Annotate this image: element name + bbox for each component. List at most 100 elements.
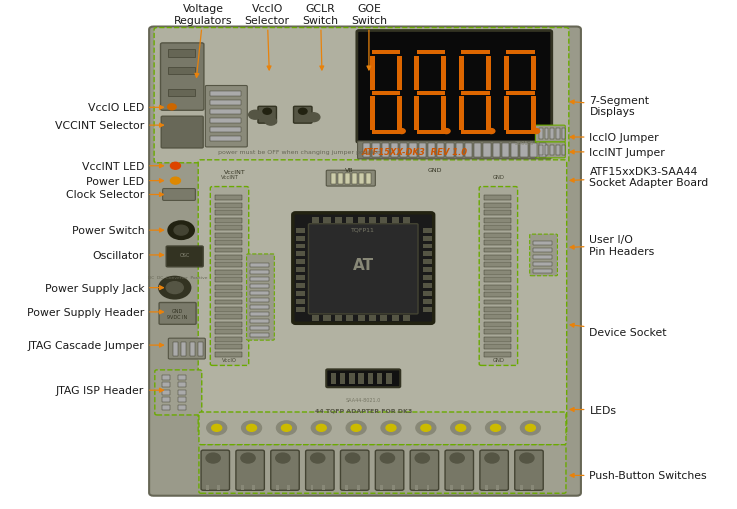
Bar [250,298,268,302]
FancyBboxPatch shape [480,450,509,490]
FancyBboxPatch shape [247,254,274,341]
Bar [551,129,554,140]
FancyBboxPatch shape [198,160,567,435]
Text: Power LED: Power LED [86,176,164,186]
Bar [178,382,186,387]
Bar [380,217,388,223]
Bar [368,374,373,384]
Bar [423,244,432,249]
Bar [358,374,364,384]
Bar [215,204,242,209]
Text: AT: AT [353,258,374,273]
Circle shape [248,111,262,120]
Bar [391,315,399,321]
Bar [484,270,511,275]
Circle shape [520,421,540,435]
FancyBboxPatch shape [149,27,581,496]
Bar [545,146,548,156]
Text: Oscillator: Oscillator [93,250,164,261]
Bar [215,263,242,268]
Bar [484,226,511,231]
Bar [484,322,511,327]
Bar [539,129,542,140]
Bar [556,129,559,140]
Text: Power Supply Jack: Power Supply Jack [44,283,164,293]
FancyBboxPatch shape [293,107,312,124]
Bar [551,146,554,156]
Bar [215,315,242,320]
Text: ATF15xxDK3-SAA44
Socket Adapter Board: ATF15xxDK3-SAA44 Socket Adapter Board [570,166,709,188]
Circle shape [380,453,394,463]
Bar [217,486,220,490]
FancyBboxPatch shape [535,143,565,158]
Circle shape [276,421,296,435]
Bar [484,204,511,209]
Bar [423,252,432,257]
Bar [287,486,290,490]
Bar [178,398,186,402]
Bar [357,486,360,490]
Text: 2005.8: 2005.8 [514,141,534,146]
Bar [531,97,536,131]
Bar [215,270,242,275]
Text: 9VDC IN: 9VDC IN [167,314,188,319]
Bar [167,90,195,97]
Bar [296,260,305,265]
Bar [346,486,349,490]
Text: IccINT Jumper: IccINT Jumper [570,148,666,158]
Bar [461,51,490,55]
Bar [276,486,279,490]
Bar [484,300,511,305]
Circle shape [485,453,499,463]
Bar [310,486,313,490]
Text: SAA44-8021.0: SAA44-8021.0 [346,398,381,402]
Bar [533,256,553,260]
Text: Power Switch: Power Switch [71,225,164,236]
Bar [533,262,553,266]
Bar [484,248,511,253]
Circle shape [346,421,366,435]
Circle shape [307,114,320,123]
Bar [416,130,445,134]
Bar [162,382,170,387]
Bar [484,337,511,342]
Bar [335,217,342,223]
FancyBboxPatch shape [168,338,206,359]
Bar [397,97,402,131]
Bar [371,130,400,134]
Bar [172,343,178,356]
FancyBboxPatch shape [161,44,204,111]
FancyBboxPatch shape [201,450,229,490]
Bar [369,217,376,223]
Bar [215,300,242,305]
Text: Power Supply Header: Power Supply Header [27,307,164,317]
Circle shape [525,425,535,432]
Bar [474,144,481,157]
Bar [530,144,537,157]
Circle shape [351,425,361,432]
Bar [209,101,241,106]
Bar [531,56,536,91]
Circle shape [282,425,291,432]
Bar [241,486,244,490]
Bar [215,337,242,342]
Bar [504,56,509,91]
Bar [357,315,365,321]
Bar [322,486,325,490]
Circle shape [265,118,276,126]
Bar [484,241,511,245]
Text: VccINT: VccINT [220,175,239,180]
FancyBboxPatch shape [357,142,551,159]
Text: TQFP11: TQFP11 [352,227,375,232]
Circle shape [242,421,262,435]
Text: IccIO Jumper: IccIO Jumper [570,133,659,143]
Circle shape [310,453,325,463]
Circle shape [212,425,222,432]
Bar [486,56,492,91]
FancyBboxPatch shape [326,171,375,187]
Bar [450,486,453,490]
Bar [209,137,241,142]
Text: VccINT LED: VccINT LED [82,161,164,172]
Bar [531,486,534,490]
Circle shape [311,421,331,435]
